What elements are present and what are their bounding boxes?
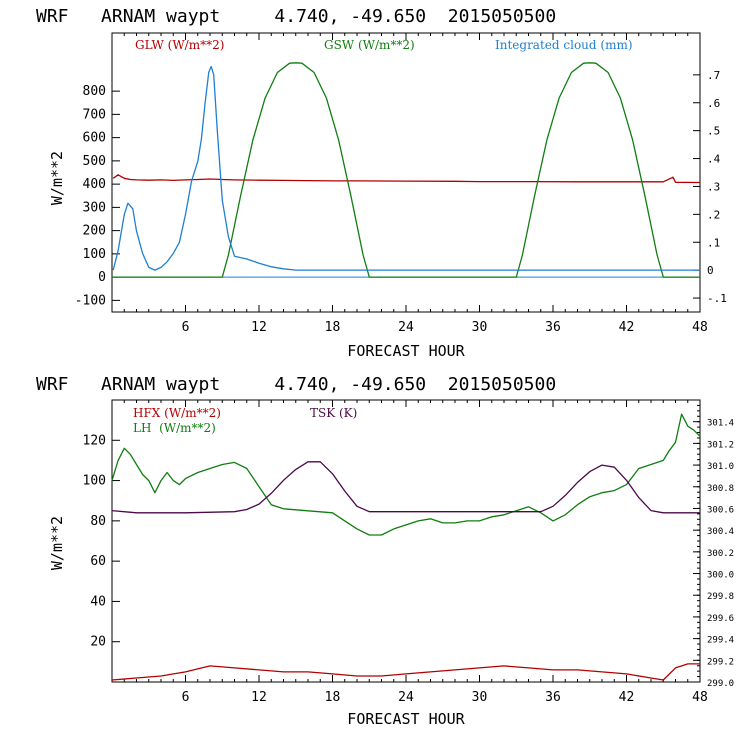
y2-tick-label: -.1 <box>707 292 727 305</box>
y-tick-label: 40 <box>90 594 106 609</box>
y2-tick-label: 301.4 <box>707 419 734 429</box>
y2-tick-label: 300.4 <box>707 527 734 537</box>
y2-tick-label: 301.2 <box>707 440 734 450</box>
y-tick-label: 800 <box>83 84 106 99</box>
y-tick-label: 600 <box>83 131 106 146</box>
x-tick-label: 18 <box>325 690 341 705</box>
y2-tick-label: 299.0 <box>707 679 734 689</box>
y-tick-label: 0 <box>98 270 106 285</box>
series-line-tsk <box>111 461 700 514</box>
x-tick-label: 48 <box>692 690 708 705</box>
y-tick-label: 120 <box>83 433 106 448</box>
panel-1-y-ticks: -100 0 100 200 300 400 500 600 700 800 <box>75 84 120 308</box>
series-line-integrated-cloud <box>112 65 700 271</box>
panel-1-legend-glw: GLW (W/m**2) <box>135 38 224 52</box>
y2-tick-label: .5 <box>707 125 720 138</box>
panel-2-y2-ticks: 299.0 299.2 299.4 299.6 299.8 300.0 300.2 300.4… <box>693 399 734 689</box>
y2-tick-label: 299.6 <box>707 614 734 624</box>
panel-2-lines <box>111 413 701 681</box>
y2-tick-label: .6 <box>707 97 720 110</box>
x-tick-label: 24 <box>398 690 414 705</box>
y-tick-label: -100 <box>75 293 106 308</box>
series-line-hfx <box>111 663 700 681</box>
y2-tick-label: 300.8 <box>707 484 734 494</box>
x-tick-label: 42 <box>619 690 635 705</box>
x-tick-label: 6 <box>182 690 190 705</box>
panel-1-title: WRF ARNAM waypt 4.740, -49.650 201505050… <box>36 6 556 27</box>
y-tick-label: 20 <box>90 635 106 650</box>
y-tick-label: 100 <box>83 247 106 262</box>
y-tick-label: 80 <box>90 514 106 529</box>
panel-2-y-ticks: 20 40 60 80 100 120 <box>83 433 120 650</box>
x-tick-label: 42 <box>619 320 635 335</box>
y-tick-label: 500 <box>83 154 106 169</box>
panel-2-x-ticks: 6 12 18 24 30 36 42 48 <box>123 400 708 705</box>
panel-1: WRF ARNAM waypt 4.740, -49.650 201505050… <box>36 6 727 360</box>
x-tick-label: 48 <box>692 320 708 335</box>
y2-tick-label: 300.2 <box>707 549 734 559</box>
x-tick-label: 30 <box>472 690 488 705</box>
y2-tick-label: .4 <box>707 153 721 166</box>
y2-tick-label: 0 <box>707 264 714 277</box>
y-tick-label: 300 <box>83 200 106 215</box>
x-tick-label: 12 <box>251 320 267 335</box>
panel-2-legend-hfx: HFX (W/m**2) <box>133 406 221 420</box>
panel-1-legend-cloud: Integrated cloud (mm) <box>495 38 633 52</box>
panel-2-y-label: W/m**2 <box>48 516 66 570</box>
x-tick-label: 6 <box>182 320 190 335</box>
panel-2-legend-tsk: TSK (K) <box>310 406 357 420</box>
x-tick-label: 36 <box>545 320 561 335</box>
panel-2-x-label: FORECAST HOUR <box>347 710 465 728</box>
panel-1-lines <box>112 62 701 278</box>
panel-2-legend-lh: LH (W/m**2) <box>133 421 216 435</box>
x-tick-label: 24 <box>398 320 414 335</box>
panel-1-legend-gsw: GSW (W/m**2) <box>324 38 415 52</box>
panel-1-x-ticks: 6 12 18 24 30 36 42 48 <box>123 33 708 335</box>
panel-1-y2-ticks: -.1 0 .1 .2 .3 .4 .5 .6 .7 <box>693 69 727 305</box>
x-tick-label: 30 <box>472 320 488 335</box>
y2-tick-label: .2 <box>707 208 720 221</box>
panel-1-y-label: W/m**2 <box>48 151 66 205</box>
y2-tick-label: .7 <box>707 69 720 82</box>
y-tick-label: 200 <box>83 224 106 239</box>
y2-tick-label: 299.8 <box>707 592 734 602</box>
y2-tick-label: 300.6 <box>707 505 734 515</box>
panel-2-title: WRF ARNAM waypt 4.740, -49.650 201505050… <box>36 374 556 395</box>
y-tick-label: 700 <box>83 107 106 122</box>
y2-tick-label: 300.0 <box>707 571 734 581</box>
y2-tick-label: 301.0 <box>707 462 734 472</box>
series-line-gsw <box>112 62 700 278</box>
panel-2: WRF ARNAM waypt 4.740, -49.650 201505050… <box>36 374 734 728</box>
x-tick-label: 12 <box>251 690 267 705</box>
y-tick-label: 60 <box>90 554 106 569</box>
x-tick-label: 36 <box>545 690 561 705</box>
x-tick-label: 18 <box>325 320 341 335</box>
y-tick-label: 100 <box>83 474 106 489</box>
y2-tick-label: 299.2 <box>707 657 734 667</box>
series-line-glw <box>112 174 701 184</box>
series-line-lh <box>111 413 701 536</box>
panel-1-x-label: FORECAST HOUR <box>347 342 465 360</box>
panel-2-frame <box>111 399 701 683</box>
y2-tick-label: 299.4 <box>707 636 734 646</box>
y-tick-label: 400 <box>83 177 106 192</box>
y2-tick-label: .1 <box>707 236 720 249</box>
y2-tick-label: .3 <box>707 180 720 193</box>
